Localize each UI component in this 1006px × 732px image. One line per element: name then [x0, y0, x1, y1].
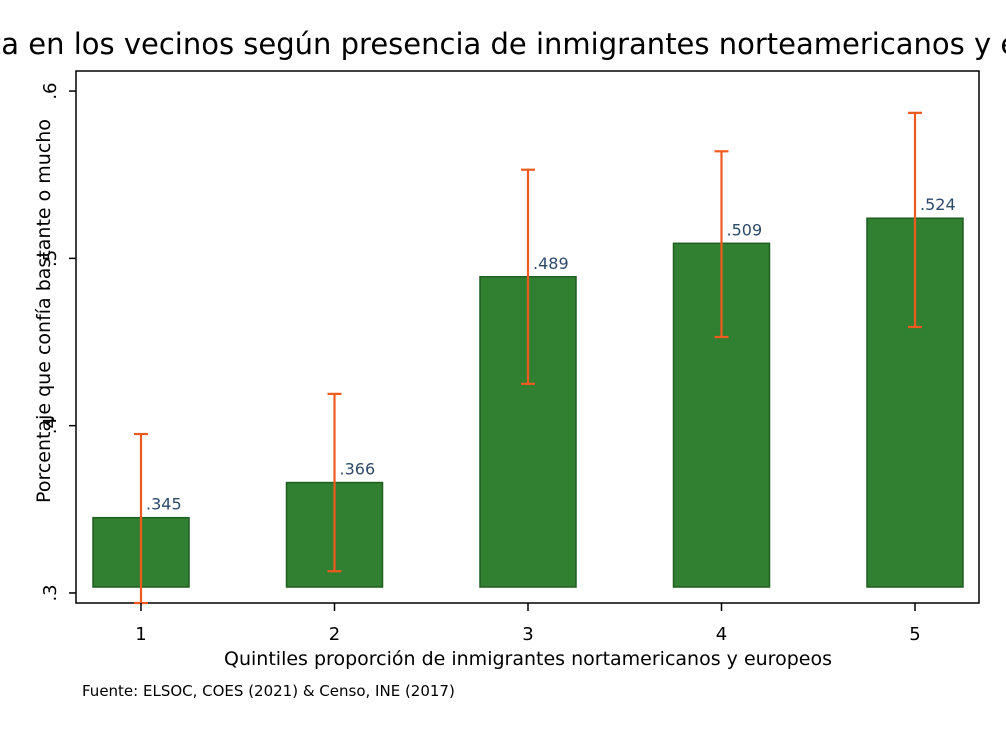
- y-tick-label: .4: [40, 417, 61, 434]
- x-tick-label: 2: [329, 624, 340, 645]
- y-axis-title: Porcentaje que confía bastante o mucho: [33, 119, 55, 503]
- chart-title: Confianza en los vecinos según presencia…: [0, 27, 1006, 61]
- error-bars: [134, 111, 922, 605]
- x-tick-label: 3: [522, 624, 533, 645]
- y-tick-label: .5: [40, 250, 61, 267]
- data-labels: .345 .366 .489 .509 .524: [146, 195, 956, 513]
- error-bar: [521, 168, 535, 385]
- source-note: Fuente: ELSOC, COES (2021) & Censo, INE …: [82, 682, 455, 700]
- error-bar: [714, 150, 729, 339]
- y-tick-label: .3: [40, 584, 61, 601]
- data-label: .366: [340, 460, 376, 479]
- x-tick-label: 1: [135, 624, 146, 645]
- x-axis: 1 2 3 4 5: [135, 603, 921, 645]
- x-axis-title: Quintiles proporción de inmigrantes nort…: [224, 648, 832, 670]
- error-bar: [327, 392, 342, 573]
- data-label: .345: [146, 495, 182, 514]
- x-tick-label: 4: [716, 624, 727, 645]
- data-label: .509: [727, 220, 763, 239]
- y-tick-label: .6: [40, 82, 61, 99]
- data-label: .524: [920, 195, 956, 214]
- x-tick-label: 5: [909, 624, 920, 645]
- error-bar: [908, 111, 922, 329]
- data-label: .489: [533, 254, 569, 273]
- y-axis: .3 .4 .5 .6: [40, 82, 76, 602]
